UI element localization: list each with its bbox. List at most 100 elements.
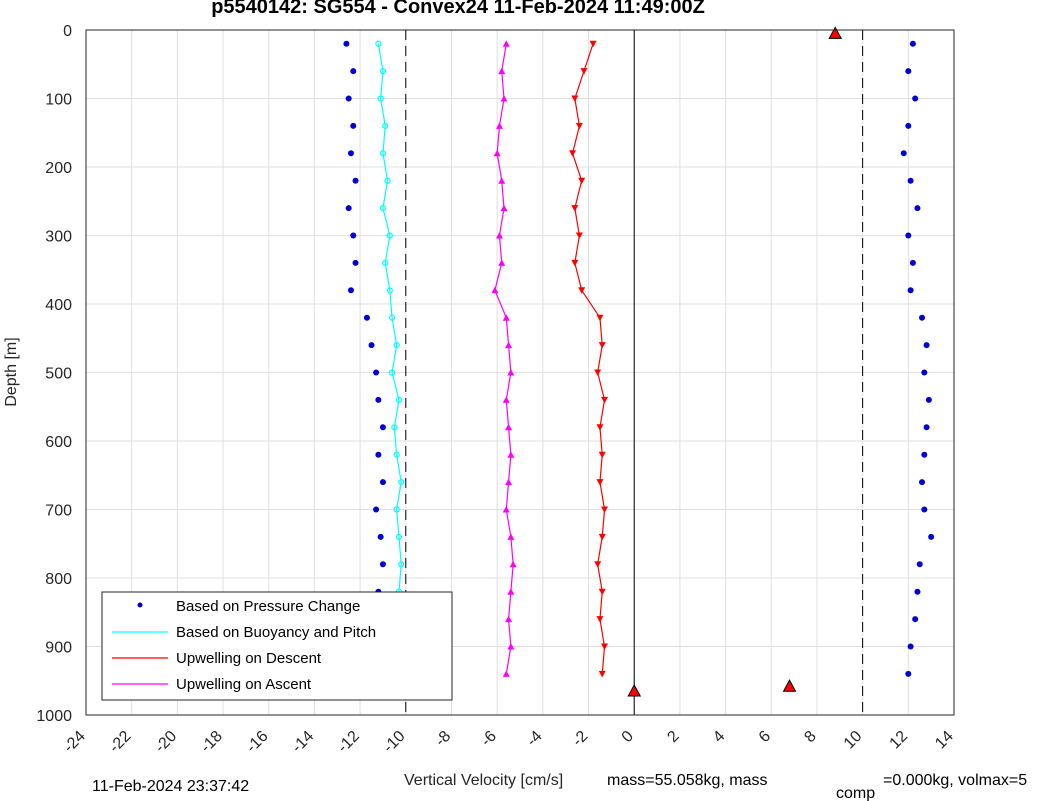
y-tick-label: 500 bbox=[45, 366, 72, 383]
data-point bbox=[350, 122, 357, 129]
data-point bbox=[912, 616, 919, 623]
reference-lines bbox=[405, 30, 864, 715]
series-line-upwelling_descent bbox=[571, 43, 606, 674]
data-point bbox=[393, 506, 400, 513]
y-tick-label: 900 bbox=[45, 640, 72, 657]
data-point bbox=[498, 177, 506, 184]
data-point bbox=[914, 588, 921, 595]
data-point bbox=[350, 68, 357, 75]
x-tick-label: -16 bbox=[243, 728, 271, 756]
data-point bbox=[598, 533, 606, 541]
data-point bbox=[578, 287, 586, 294]
data-point bbox=[507, 369, 515, 376]
data-point bbox=[375, 396, 382, 403]
data-point bbox=[398, 479, 405, 486]
data-point bbox=[345, 205, 352, 212]
y-tick-label: 1000 bbox=[36, 708, 72, 725]
data-point bbox=[382, 259, 389, 266]
data-point bbox=[363, 314, 370, 321]
x-tick-label: -24 bbox=[60, 728, 88, 756]
data-point bbox=[598, 342, 606, 349]
data-point bbox=[507, 451, 515, 458]
data-point bbox=[919, 314, 926, 321]
data-point bbox=[343, 40, 350, 47]
data-point bbox=[393, 342, 400, 349]
y-tick-label: 600 bbox=[45, 434, 72, 451]
data-point bbox=[909, 40, 916, 47]
series-upwelling_descent bbox=[569, 40, 609, 678]
data-point bbox=[575, 122, 583, 130]
y-tick-label: 300 bbox=[45, 229, 72, 246]
data-point bbox=[495, 232, 503, 239]
data-point bbox=[594, 369, 602, 376]
data-point bbox=[398, 561, 405, 568]
data-point bbox=[502, 670, 510, 677]
data-point bbox=[350, 232, 357, 239]
data-point bbox=[498, 259, 506, 266]
data-point bbox=[379, 67, 387, 75]
data-point bbox=[589, 40, 597, 48]
data-point bbox=[507, 588, 515, 595]
legend-label-upwelling-ascent: Upwelling on Ascent bbox=[176, 676, 312, 693]
series-line-upwelling_ascent bbox=[494, 43, 514, 674]
data-point bbox=[571, 95, 579, 102]
data-point bbox=[921, 451, 928, 458]
chart-title: p5540142: SG554 - Convex24 11-Feb-2024 1… bbox=[211, 0, 705, 18]
data-point bbox=[594, 561, 602, 568]
data-point bbox=[923, 424, 930, 431]
x-tick-label: -20 bbox=[152, 728, 180, 756]
data-point bbox=[379, 205, 387, 212]
y-tick-label: 800 bbox=[45, 571, 72, 588]
data-point bbox=[377, 95, 384, 102]
x-tick-label: 6 bbox=[756, 728, 774, 746]
data-point bbox=[925, 396, 932, 403]
data-point bbox=[905, 68, 912, 75]
data-point bbox=[347, 287, 354, 294]
data-point bbox=[907, 643, 914, 650]
data-point bbox=[598, 451, 606, 459]
data-point bbox=[900, 150, 907, 157]
legend-label-pressure: Based on Pressure Change bbox=[176, 598, 360, 615]
data-point bbox=[377, 533, 384, 540]
data-point bbox=[909, 259, 916, 266]
x-tick-label: 12 bbox=[887, 728, 912, 753]
data-point bbox=[905, 670, 912, 677]
data-point bbox=[505, 423, 513, 431]
data-point bbox=[571, 205, 579, 212]
data-point bbox=[379, 150, 387, 157]
y-tick-label: 400 bbox=[45, 297, 72, 314]
data-point bbox=[505, 615, 513, 623]
data-point bbox=[580, 68, 588, 75]
data-point bbox=[395, 533, 403, 541]
data-point bbox=[601, 643, 609, 650]
data-point bbox=[596, 314, 604, 322]
data-point bbox=[502, 506, 510, 513]
data-point bbox=[393, 451, 400, 458]
data-point bbox=[575, 232, 583, 239]
x-tick-label: -12 bbox=[335, 728, 363, 756]
data-point bbox=[347, 150, 354, 157]
y-tick-label: 700 bbox=[45, 503, 72, 520]
plot-frame bbox=[85, 29, 955, 716]
data-point bbox=[905, 232, 912, 239]
apogee-marker bbox=[828, 26, 843, 39]
footer-mass: mass=55.058kg, mass bbox=[607, 772, 768, 789]
data-point bbox=[500, 95, 508, 102]
legend-marker-pressure bbox=[137, 602, 143, 608]
data-point bbox=[502, 314, 510, 321]
x-tick-label: -14 bbox=[289, 728, 317, 756]
data-point bbox=[352, 177, 359, 184]
data-point bbox=[505, 478, 513, 486]
x-axis-label: Vertical Velocity [cm/s] bbox=[404, 772, 563, 789]
y-tick-label: 0 bbox=[63, 23, 72, 40]
x-tick-label: -10 bbox=[380, 728, 408, 756]
data-point bbox=[382, 122, 389, 130]
data-point bbox=[571, 259, 579, 267]
x-tick-label: -18 bbox=[198, 728, 226, 756]
series-pressure_descent bbox=[343, 40, 386, 677]
data-point bbox=[596, 616, 604, 623]
x-tick-label: 14 bbox=[932, 728, 957, 753]
data-point bbox=[601, 396, 609, 404]
data-point bbox=[928, 533, 935, 540]
